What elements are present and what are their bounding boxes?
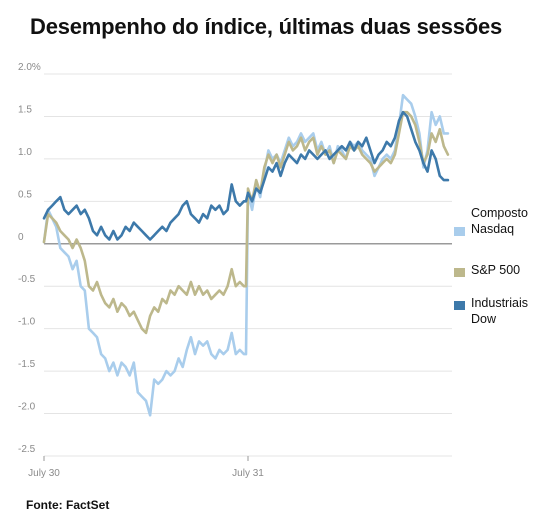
y-tick-label: 2.0% [18, 62, 41, 73]
legend-label: S&P 500 [471, 263, 521, 277]
legend-swatch [454, 301, 465, 310]
y-tick-label: -1.5 [18, 359, 36, 370]
series-line-sp500 [42, 110, 450, 335]
x-tick-label: July 31 [232, 468, 264, 479]
legend-item-nasdaq: Composto Nasdaq [454, 205, 554, 237]
y-tick-label: -0.5 [18, 274, 36, 285]
y-tick-label: 0 [18, 232, 24, 243]
series-line-dow [42, 110, 450, 241]
x-tick-label: July 30 [28, 468, 60, 479]
legend-item-sp500: S&P 500 [454, 262, 554, 278]
legend-item-dow: Industriais Dow [454, 295, 554, 327]
legend-label: Nasdaq [471, 222, 515, 236]
legend-label: Dow [471, 312, 497, 326]
y-axis-ticks: 2.0% 1.5 1.0 0.5 0 -0.5 -1.0 -1.5 -2.0 -2.5 [18, 62, 41, 455]
y-tick-label: 0.5 [18, 189, 32, 200]
legend-swatch [454, 227, 465, 236]
chart-title: Desempenho do índice, últimas duas sessõ… [30, 14, 503, 39]
legend-swatch [454, 268, 465, 277]
y-tick-label: -2.0 [18, 402, 36, 413]
y-tick-label: -1.0 [18, 317, 36, 328]
y-tick-label: 1.0 [18, 147, 32, 158]
legend-label: Composto [471, 206, 528, 220]
y-tick-label: 1.5 [18, 104, 32, 115]
legend-label: Industriais [471, 296, 528, 310]
source-note: Fonte: FactSet [26, 498, 110, 512]
x-axis-ticks: July 30 July 31 [28, 456, 264, 479]
series-lines [42, 93, 450, 417]
y-tick-label: -2.5 [18, 444, 36, 455]
